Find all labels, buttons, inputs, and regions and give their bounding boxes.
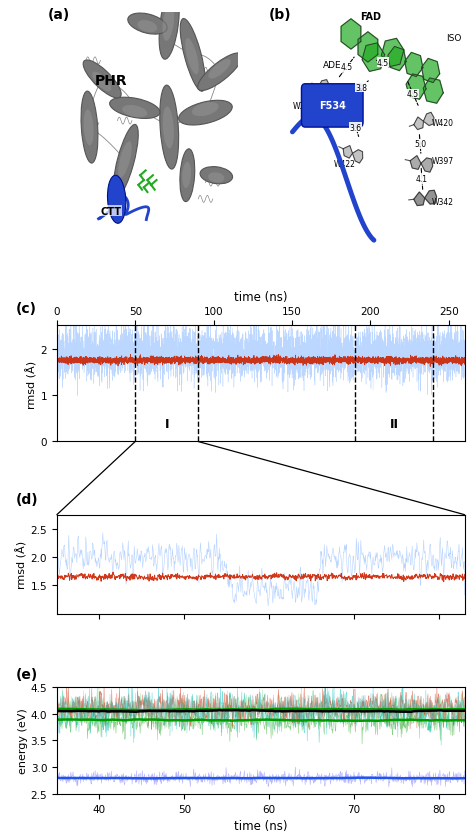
Text: (b): (b) [269, 8, 292, 22]
Polygon shape [343, 146, 353, 159]
Polygon shape [307, 84, 318, 98]
Polygon shape [382, 39, 404, 68]
Text: W397: W397 [432, 157, 454, 166]
Text: 3.6: 3.6 [350, 124, 362, 132]
Text: II: II [390, 417, 399, 431]
Ellipse shape [81, 92, 98, 164]
Polygon shape [362, 43, 384, 72]
Ellipse shape [163, 107, 174, 150]
Ellipse shape [198, 54, 242, 91]
Polygon shape [405, 54, 423, 78]
Ellipse shape [83, 61, 121, 99]
Polygon shape [388, 48, 406, 72]
Text: W420: W420 [432, 119, 454, 128]
X-axis label: time (ns): time (ns) [234, 819, 287, 833]
Ellipse shape [180, 19, 205, 92]
Text: 5.0: 5.0 [414, 140, 426, 150]
Ellipse shape [180, 150, 195, 202]
Ellipse shape [128, 14, 167, 35]
Text: 4.5: 4.5 [407, 89, 419, 99]
Polygon shape [421, 59, 440, 84]
Text: FAD: FAD [360, 12, 381, 22]
Ellipse shape [159, 0, 179, 60]
Polygon shape [423, 113, 434, 126]
Polygon shape [406, 74, 426, 100]
Text: W422: W422 [334, 160, 356, 168]
Y-axis label: energy (eV): energy (eV) [18, 708, 28, 773]
Text: W342: W342 [432, 198, 454, 206]
Ellipse shape [113, 125, 138, 198]
Text: I: I [164, 417, 169, 431]
Text: (a): (a) [48, 8, 70, 22]
Y-axis label: rmsd (Å): rmsd (Å) [16, 540, 28, 589]
Text: W314: W314 [292, 102, 314, 110]
Polygon shape [421, 159, 433, 173]
Ellipse shape [185, 39, 199, 75]
Ellipse shape [208, 173, 224, 183]
Ellipse shape [122, 106, 147, 118]
Polygon shape [414, 118, 423, 130]
Ellipse shape [108, 176, 126, 224]
Ellipse shape [137, 21, 157, 33]
Polygon shape [318, 80, 329, 94]
Ellipse shape [163, 6, 174, 42]
Text: CTT: CTT [101, 206, 122, 217]
Text: 4.5: 4.5 [377, 59, 389, 68]
Polygon shape [358, 33, 378, 63]
Text: 4.1: 4.1 [416, 175, 428, 184]
Y-axis label: rmsd (Å): rmsd (Å) [27, 360, 38, 408]
Ellipse shape [118, 142, 132, 178]
Polygon shape [410, 156, 421, 171]
Polygon shape [414, 193, 425, 206]
Ellipse shape [84, 110, 94, 146]
Polygon shape [423, 79, 443, 104]
Polygon shape [353, 150, 363, 164]
Text: F534: F534 [319, 101, 346, 111]
Ellipse shape [192, 103, 219, 117]
X-axis label: time (ns): time (ns) [234, 291, 287, 303]
Polygon shape [425, 191, 437, 205]
Polygon shape [341, 20, 361, 50]
Text: 3.8: 3.8 [355, 84, 367, 93]
Text: ADE: ADE [323, 61, 342, 70]
Ellipse shape [182, 162, 191, 189]
Text: ISO: ISO [447, 34, 462, 43]
Ellipse shape [200, 167, 233, 185]
Text: (c): (c) [16, 301, 37, 315]
Text: 4.5: 4.5 [341, 64, 353, 73]
Ellipse shape [92, 73, 111, 92]
Text: (d): (d) [16, 492, 39, 506]
Text: (e): (e) [16, 667, 38, 681]
Ellipse shape [109, 98, 160, 120]
Ellipse shape [160, 86, 179, 170]
Ellipse shape [179, 101, 232, 126]
FancyBboxPatch shape [301, 84, 363, 128]
Ellipse shape [209, 60, 231, 79]
Text: PHR: PHR [95, 74, 128, 88]
